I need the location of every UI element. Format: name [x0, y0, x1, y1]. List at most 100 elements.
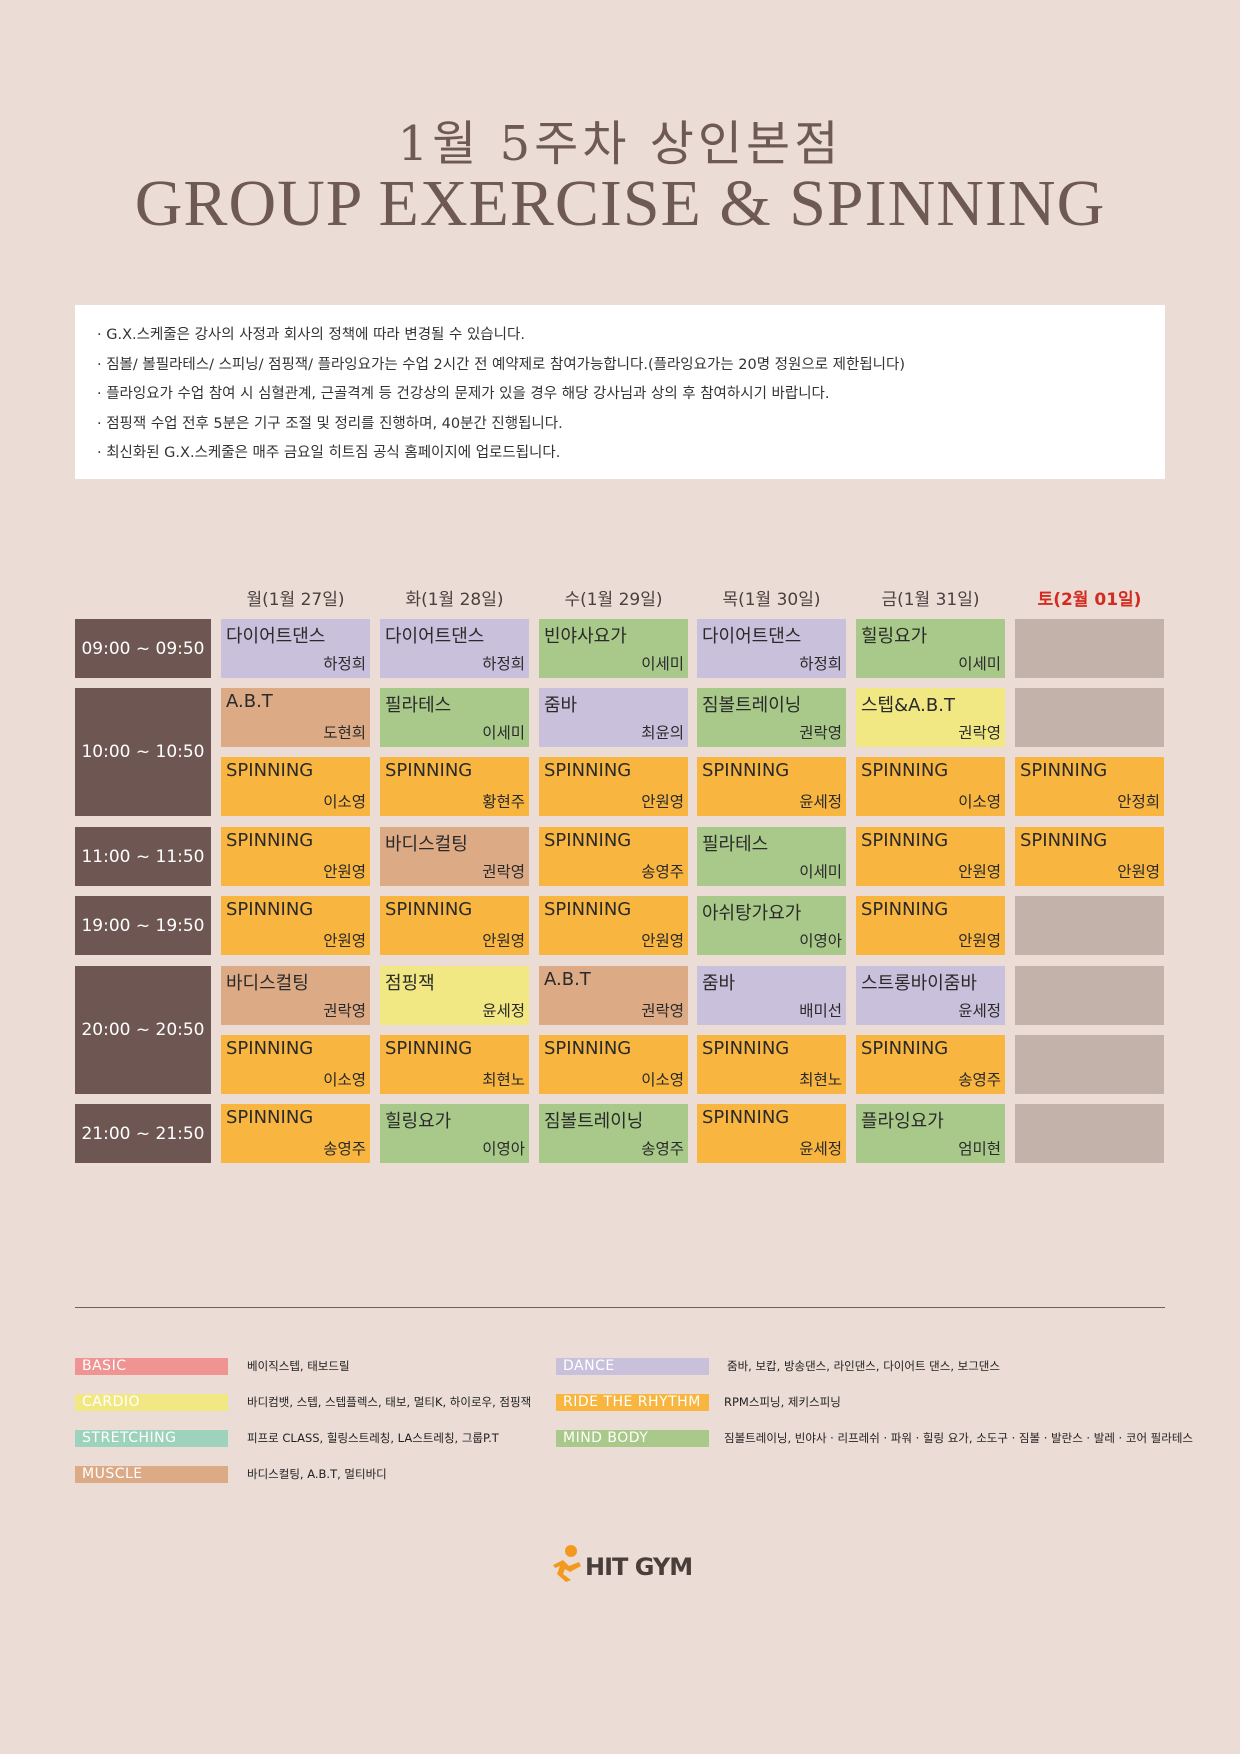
class-name: SPINNING — [226, 899, 314, 920]
class-name: SPINNING — [702, 1038, 790, 1059]
time-slot: 21:00 ~ 21:50 — [75, 1104, 211, 1163]
legend-label: DANCE — [556, 1358, 709, 1375]
class-cell: SPINNING 최현노 — [697, 1035, 846, 1094]
time-slot: 19:00 ~ 19:50 — [75, 896, 211, 955]
instructor-name: 권락영 — [799, 724, 842, 742]
legend-label: MIND BODY — [556, 1430, 709, 1447]
class-cell: SPINNING 안원영 — [856, 827, 1005, 886]
notice-line: · 최신화된 G.X.스케줄은 매주 금요일 히트짐 공식 홈페이지에 업로드됩… — [97, 445, 561, 461]
legend-description: 바디컴뱃, 스텝, 스텝플렉스, 태보, 멀티K, 하이로우, 점핑잭 — [247, 1395, 532, 1409]
class-name: 스트롱바이줌바 — [861, 973, 977, 994]
instructor-name: 배미선 — [799, 1002, 842, 1020]
instructor-name: 안원영 — [482, 932, 525, 950]
instructor-name: 하정희 — [799, 655, 842, 673]
instructor-name: 하정희 — [482, 655, 525, 673]
hitgym-logo: HIT GYM — [549, 1543, 699, 1583]
instructor-name: 하정희 — [323, 655, 366, 673]
instructor-name: 안원영 — [958, 932, 1001, 950]
notice-line: · 점핑잭 수업 전후 5분은 기구 조절 및 정리를 진행하며, 40분간 진… — [97, 415, 563, 432]
instructor-name: 윤세정 — [799, 1140, 842, 1158]
class-name: SPINNING — [544, 760, 632, 781]
class-cell: 빈야사요가 이세미 — [539, 619, 688, 678]
class-cell: SPINNING 안원영 — [380, 896, 529, 955]
class-name: 짐볼트레이닝 — [702, 695, 802, 716]
class-cell: SPINNING 안원영 — [539, 896, 688, 955]
empty-cell — [1015, 688, 1164, 747]
instructor-name: 윤세정 — [482, 1002, 525, 1020]
instructor-name: 안원영 — [1117, 863, 1160, 881]
page-title-en: GROUP EXERCISE & SPINNING — [134, 167, 1106, 240]
class-name: 줌바 — [702, 973, 736, 994]
instructor-name: 이세미 — [482, 724, 525, 742]
class-name: SPINNING — [385, 899, 473, 920]
class-name: SPINNING — [385, 1038, 473, 1059]
class-cell: SPINNING 최현노 — [380, 1035, 529, 1094]
class-cell: 짐볼트레이닝 송영주 — [539, 1104, 688, 1163]
class-name: 힐링요가 — [385, 1111, 452, 1132]
class-name: 아쉬탕가요가 — [702, 903, 802, 924]
class-name: 필라테스 — [702, 834, 769, 855]
instructor-name: 이세미 — [958, 655, 1001, 673]
instructor-name: 엄미현 — [958, 1140, 1001, 1158]
instructor-name: 이소영 — [958, 793, 1001, 811]
legend-description: 베이직스텝, 태보드릴 — [247, 1359, 350, 1373]
class-cell: A.B.T 권락영 — [539, 966, 688, 1025]
logo-text: HIT GYM — [585, 1553, 693, 1581]
class-name: SPINNING — [702, 1107, 790, 1128]
day-header: 목(1월 30일) — [722, 590, 821, 610]
legend-description: 짐볼트레이닝, 빈야사 · 리프레쉬 · 파워 · 힐링 요가, 소도구 · 짐… — [724, 1431, 1193, 1445]
instructor-name: 이소영 — [323, 1071, 366, 1089]
instructor-name: 송영주 — [641, 863, 684, 881]
legend-label: BASIC — [75, 1358, 228, 1375]
instructor-name: 권락영 — [482, 863, 525, 881]
class-cell: SPINNING 송영주 — [221, 1104, 370, 1163]
notice-box: · G.X.스케줄은 강사의 사정과 회사의 정책에 따라 변경될 수 있습니다… — [75, 305, 1165, 479]
class-name: SPINNING — [861, 1038, 949, 1059]
instructor-name: 윤세정 — [958, 1002, 1001, 1020]
class-name: 플라잉요가 — [861, 1111, 944, 1132]
class-name: 줌바 — [544, 695, 578, 716]
legend-label: CARDIO — [75, 1394, 228, 1411]
instructor-name: 이세미 — [799, 863, 842, 881]
class-name: SPINNING — [385, 760, 473, 781]
class-name: SPINNING — [861, 830, 949, 851]
instructor-name: 이영아 — [799, 932, 842, 950]
class-cell: SPINNING 이소영 — [221, 1035, 370, 1094]
legend-description: RPM스피닝, 제키스피닝 — [724, 1395, 841, 1409]
class-name: SPINNING — [544, 1038, 632, 1059]
empty-cell — [1015, 966, 1164, 1025]
class-name: SPINNING — [544, 830, 632, 851]
class-cell: 다이어트댄스 하정희 — [697, 619, 846, 678]
class-name: 힐링요가 — [861, 626, 928, 647]
class-cell: 바디스컬팅 권락영 — [221, 966, 370, 1025]
class-name: SPINNING — [861, 760, 949, 781]
time-slot: 10:00 ~ 10:50 — [75, 688, 211, 816]
class-name: SPINNING — [226, 1038, 314, 1059]
instructor-name: 이영아 — [482, 1140, 525, 1158]
instructor-name: 안원영 — [641, 793, 684, 811]
legend-label: RIDE THE RHYTHM — [556, 1394, 709, 1411]
time-slot: 20:00 ~ 20:50 — [75, 966, 211, 1094]
day-header: 토(2월 01일) — [1037, 590, 1142, 610]
class-name: 점핑잭 — [385, 973, 435, 994]
class-name: SPINNING — [861, 899, 949, 920]
class-name: 스텝&A.B.T — [861, 695, 955, 716]
instructor-name: 송영주 — [958, 1071, 1001, 1089]
instructor-name: 황현주 — [482, 793, 525, 811]
instructor-name: 안원영 — [323, 932, 366, 950]
class-cell: 스텝&A.B.T 권락영 — [856, 688, 1005, 747]
empty-cell — [1015, 1035, 1164, 1094]
instructor-name: 이세미 — [641, 655, 684, 673]
class-name: 다이어트댄스 — [385, 626, 485, 647]
runner-icon — [553, 1545, 581, 1582]
day-header: 수(1월 29일) — [564, 590, 663, 610]
day-header: 화(1월 28일) — [405, 590, 504, 610]
